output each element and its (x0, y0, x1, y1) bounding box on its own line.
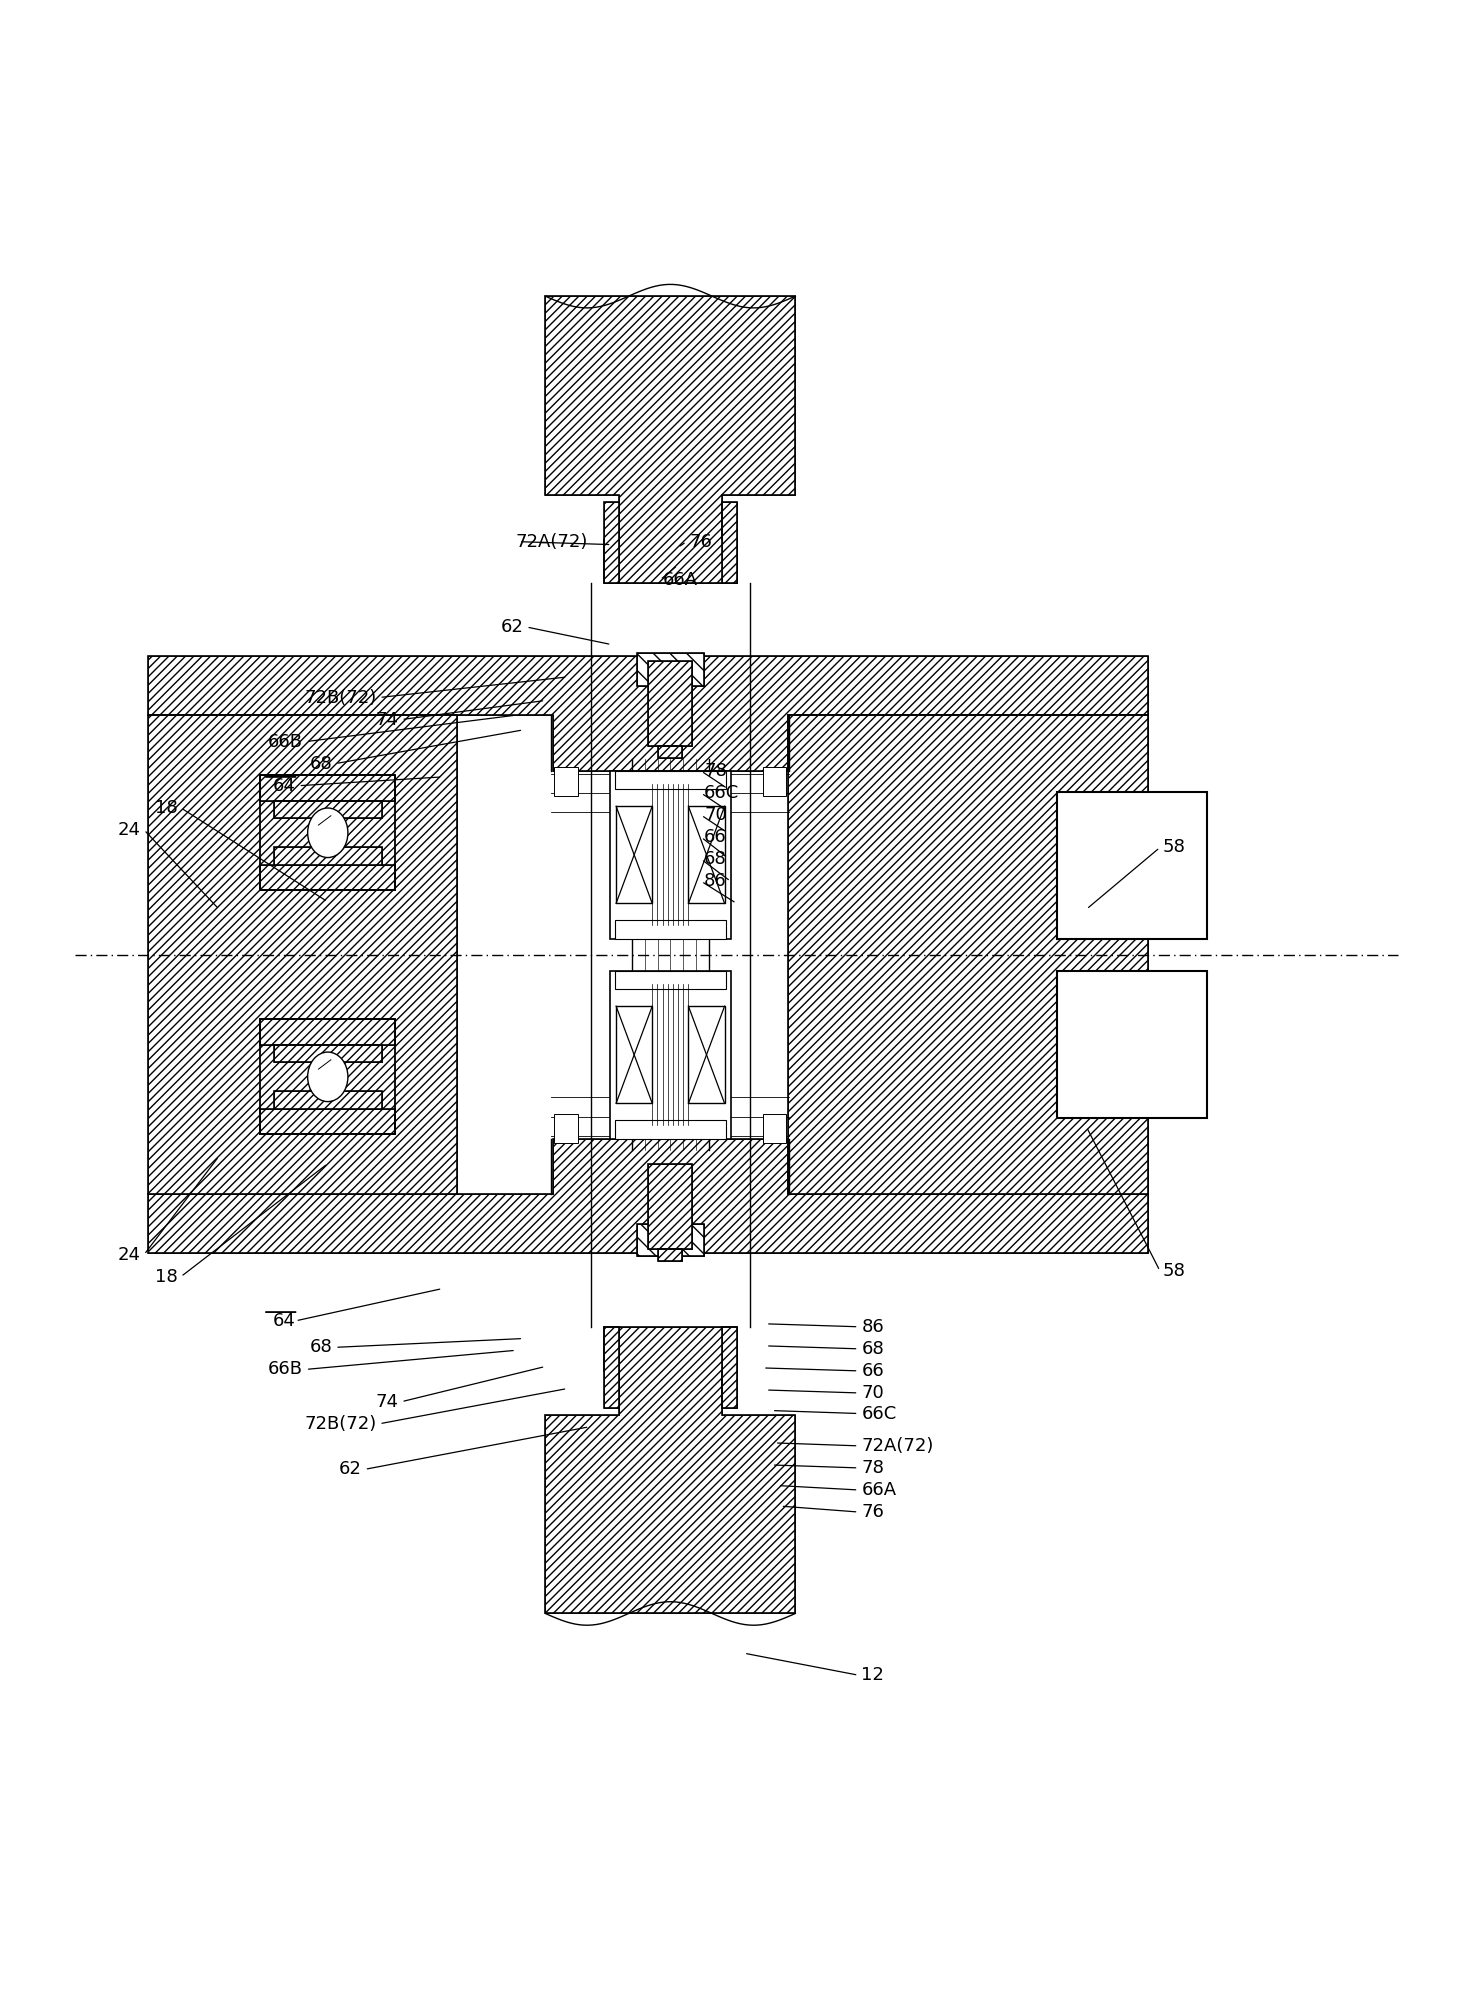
Text: 66A: 66A (663, 571, 698, 589)
Text: 24: 24 (118, 1245, 141, 1263)
Text: 70: 70 (704, 806, 726, 823)
Text: 68: 68 (309, 754, 333, 772)
Text: 74: 74 (376, 1392, 398, 1410)
Bar (1058, 792, 1206, 939)
Text: 72B(72): 72B(72) (303, 1414, 376, 1432)
Polygon shape (274, 1092, 382, 1110)
Text: 62: 62 (339, 1460, 361, 1478)
Text: 66A: 66A (862, 1482, 897, 1500)
Polygon shape (614, 921, 726, 939)
Text: 62: 62 (501, 619, 523, 636)
Text: 76: 76 (689, 533, 713, 551)
Text: 72A(72): 72A(72) (516, 533, 588, 551)
Text: 78: 78 (862, 1458, 884, 1478)
Polygon shape (788, 716, 1147, 1195)
Text: 66B: 66B (268, 732, 303, 750)
Polygon shape (149, 656, 1147, 772)
Bar (261, 776, 395, 891)
Bar (554, 1114, 577, 1144)
Bar (1058, 971, 1206, 1118)
Polygon shape (545, 1327, 795, 1613)
Text: 76: 76 (862, 1504, 884, 1522)
Text: 72A(72): 72A(72) (862, 1436, 934, 1454)
Polygon shape (149, 1138, 1147, 1253)
Polygon shape (616, 806, 653, 903)
Text: 68: 68 (309, 1339, 333, 1356)
Text: 86: 86 (704, 873, 726, 891)
Polygon shape (610, 971, 731, 1138)
Text: 74: 74 (376, 710, 398, 728)
Polygon shape (648, 1164, 692, 1249)
Polygon shape (688, 806, 725, 903)
Text: 64: 64 (273, 778, 296, 796)
Polygon shape (658, 1249, 682, 1261)
Bar (763, 1114, 787, 1144)
Polygon shape (610, 772, 731, 939)
Polygon shape (658, 746, 682, 758)
Text: 78: 78 (704, 762, 728, 780)
Polygon shape (274, 847, 382, 865)
Ellipse shape (308, 1052, 348, 1102)
Text: 18: 18 (155, 1267, 178, 1285)
Polygon shape (274, 802, 382, 817)
Text: 70: 70 (862, 1384, 884, 1402)
Bar (763, 766, 787, 796)
Ellipse shape (308, 808, 348, 857)
Polygon shape (614, 1120, 726, 1138)
Text: 66B: 66B (268, 1360, 303, 1378)
Polygon shape (604, 1327, 619, 1408)
Text: 18: 18 (155, 800, 178, 817)
Polygon shape (614, 971, 726, 989)
Polygon shape (261, 865, 395, 891)
Text: 64: 64 (273, 1313, 296, 1331)
Polygon shape (274, 1044, 382, 1062)
Text: 68: 68 (704, 849, 726, 869)
Polygon shape (604, 501, 619, 583)
Polygon shape (722, 1327, 736, 1408)
Polygon shape (614, 772, 726, 790)
Text: 66C: 66C (704, 784, 739, 802)
Polygon shape (261, 1110, 395, 1134)
Polygon shape (616, 1006, 653, 1104)
Bar (261, 1020, 395, 1134)
Bar (554, 766, 577, 796)
Polygon shape (545, 296, 795, 583)
Polygon shape (149, 716, 457, 1195)
Polygon shape (722, 501, 736, 583)
Text: 66: 66 (704, 827, 726, 845)
Polygon shape (636, 1223, 704, 1257)
Text: 24: 24 (118, 821, 141, 839)
Text: 86: 86 (862, 1319, 884, 1337)
Polygon shape (636, 654, 704, 686)
Polygon shape (261, 776, 395, 802)
Polygon shape (688, 1006, 725, 1104)
Polygon shape (648, 660, 692, 746)
Text: 58: 58 (1162, 1261, 1186, 1279)
Polygon shape (261, 1020, 395, 1044)
Text: 58: 58 (1162, 839, 1186, 857)
Text: 66C: 66C (862, 1404, 897, 1422)
Text: 12: 12 (862, 1667, 884, 1685)
Text: 72B(72): 72B(72) (303, 688, 376, 706)
Text: 68: 68 (862, 1341, 884, 1358)
Text: 66: 66 (862, 1362, 884, 1380)
